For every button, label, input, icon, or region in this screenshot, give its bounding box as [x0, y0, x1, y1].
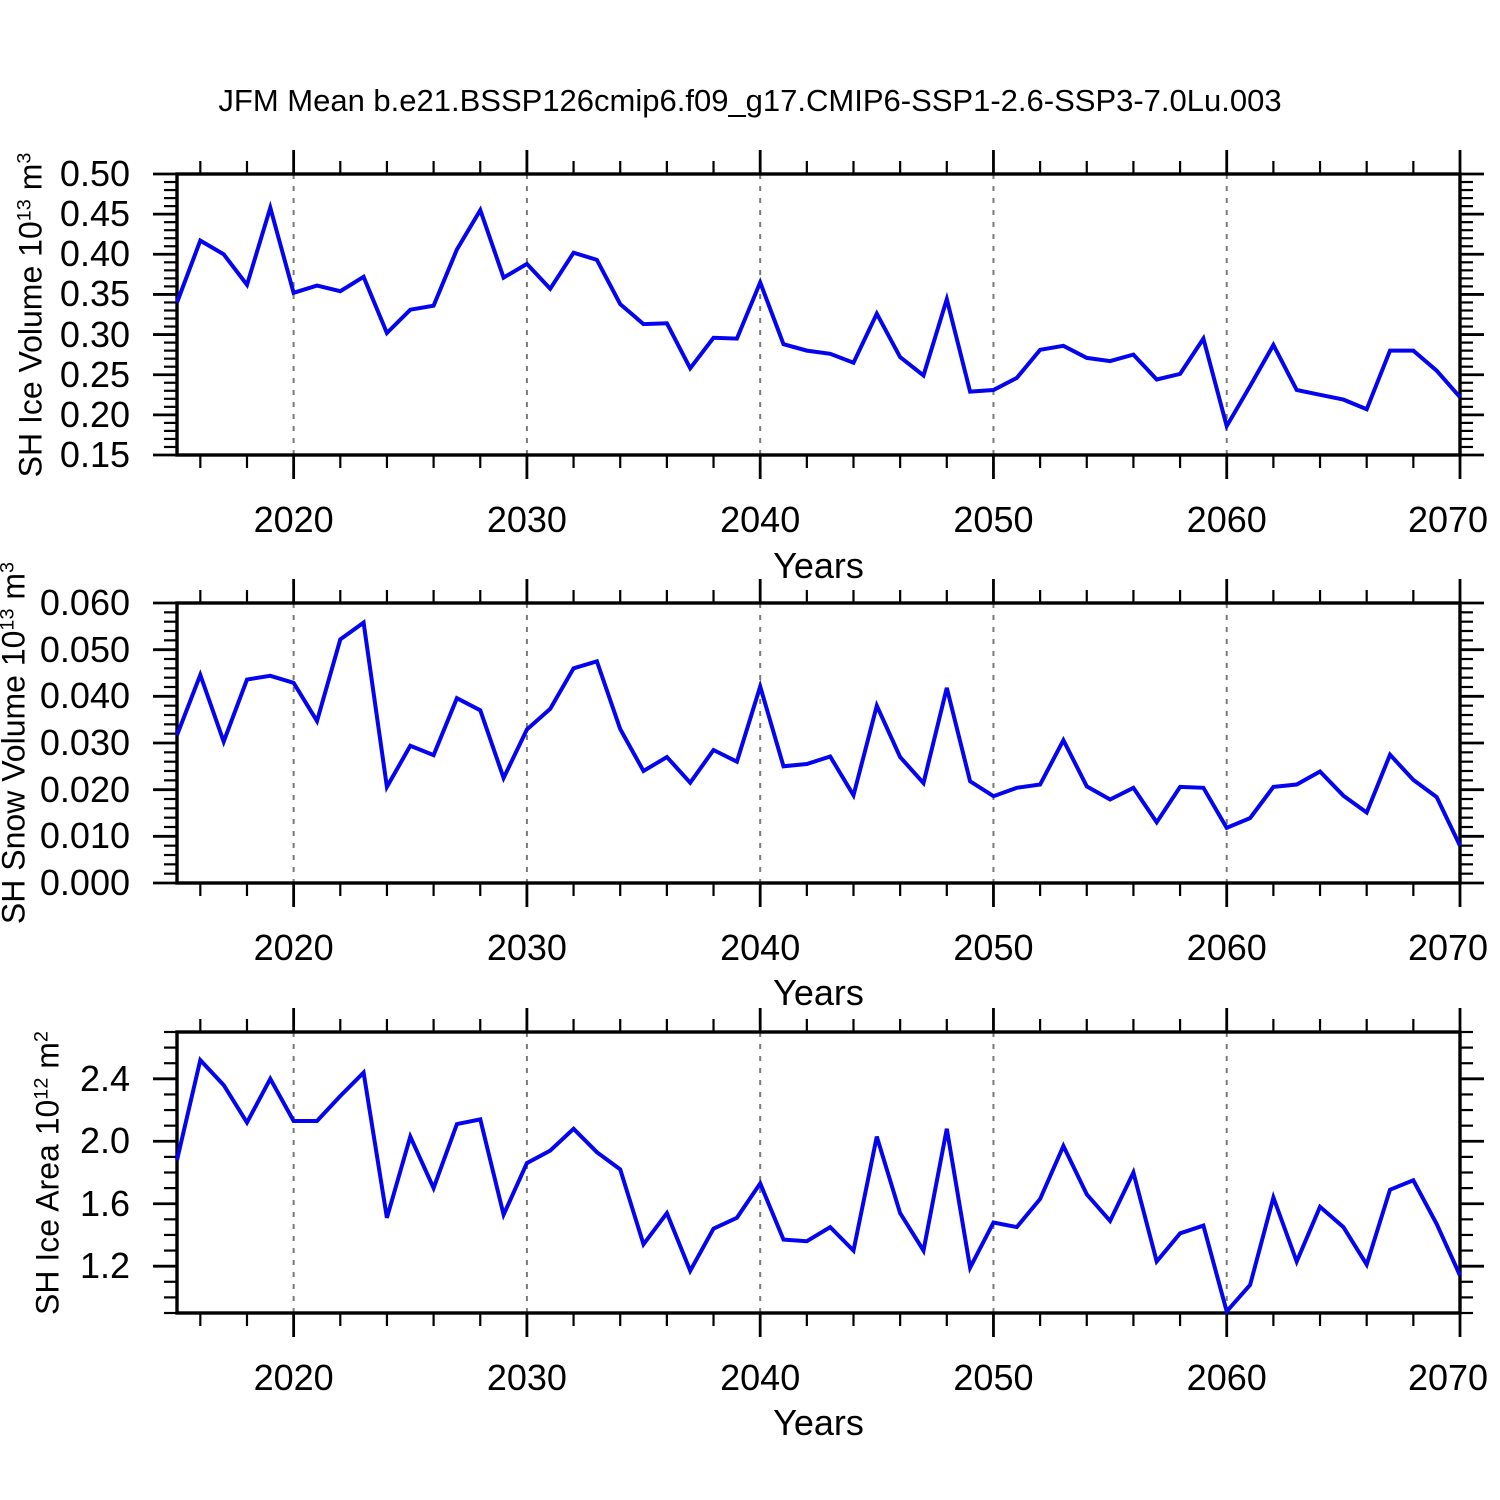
- y-tick-label: 1.6: [79, 1182, 130, 1224]
- x-tick-label: 2040: [720, 927, 801, 968]
- axis-title-text: m: [29, 1041, 66, 1078]
- y-tick-label: 2.4: [79, 1057, 130, 1099]
- x-axis-title: Years: [773, 1402, 864, 1443]
- plot-frame: [175, 601, 1462, 885]
- x-tick-label: 2020: [253, 927, 334, 968]
- x-axis-title: Years: [773, 545, 864, 586]
- x-tick-label: 2050: [953, 499, 1034, 540]
- x-tick-label: 2060: [1186, 927, 1267, 968]
- x-tick-label: 2020: [253, 1357, 334, 1398]
- y-tick-label: 0.000: [39, 862, 130, 903]
- unit-superscript: 3: [0, 562, 19, 573]
- x-tick-label: 2020: [253, 499, 334, 540]
- y-tick-label: 0.060: [39, 582, 130, 623]
- y-tick-label: 0.30: [59, 313, 130, 355]
- x-tick-label: 2030: [486, 1357, 567, 1398]
- data-line-sh-ice-volume: [175, 200, 1462, 432]
- x-tick-label: 2070: [1407, 1357, 1489, 1398]
- plot-frame: [175, 1030, 1462, 1315]
- y-axis-title-sh-ice-volume: SH Ice Volume 1013 m3: [12, 152, 53, 477]
- x-tick-label: 2070: [1407, 927, 1489, 968]
- y-axis-title-sh-ice-area: SH Ice Area 1012 m2: [29, 1030, 70, 1315]
- y-tick-label: 0.15: [59, 434, 130, 475]
- x-tick-label: 2030: [486, 927, 567, 968]
- data-line-sh-snow-volume: [175, 619, 1462, 847]
- y-tick-label: 0.25: [59, 353, 130, 395]
- unit-superscript: 2: [30, 1030, 53, 1042]
- y-tick-label: 0.050: [39, 628, 130, 670]
- x-axis-title: Years: [773, 972, 864, 1013]
- y-tick-label: 0.20: [59, 393, 130, 435]
- x-tick-label: 2030: [486, 499, 567, 540]
- y-tick-label: 0.50: [59, 153, 130, 194]
- axis-title-text: SH Snow Volume 10: [0, 630, 32, 925]
- axis-title-text: m: [0, 573, 32, 609]
- y-tick-label: 0.020: [39, 768, 130, 810]
- x-tick-label: 2050: [953, 1357, 1034, 1398]
- y-tick-label: 2.0: [79, 1120, 130, 1162]
- y-tick-label: 1.2: [79, 1245, 130, 1287]
- y-tick-label: 0.030: [39, 722, 130, 763]
- unit-superscript: 12: [30, 1077, 53, 1100]
- data-line-sh-ice-area: [175, 1056, 1462, 1316]
- y-tick-label: 0.35: [59, 273, 130, 315]
- unit-superscript: 13: [13, 198, 36, 221]
- axis-title-text: m: [12, 163, 49, 199]
- y-tick-label: 0.010: [39, 815, 130, 857]
- unit-superscript: 13: [0, 608, 19, 631]
- unit-superscript: 3: [13, 152, 36, 164]
- x-tick-label: 2040: [720, 1357, 801, 1398]
- y-tick-label: 0.45: [59, 193, 130, 235]
- chart-title: JFM Mean b.e21.BSSP126cmip6.f09_g17.CMIP…: [218, 83, 1282, 118]
- x-tick-label: 2050: [953, 927, 1034, 968]
- x-tick-label: 2060: [1186, 499, 1267, 540]
- y-tick-label: 0.040: [39, 675, 130, 717]
- x-tick-label: 2060: [1186, 1357, 1267, 1398]
- axis-title-text: SH Ice Area 10: [29, 1099, 66, 1315]
- x-tick-label: 2070: [1407, 499, 1489, 540]
- y-tick-label: 0.40: [59, 233, 130, 275]
- x-tick-label: 2040: [720, 499, 801, 540]
- y-axis-title-sh-snow-volume: SH Snow Volume 1013 m3: [0, 562, 36, 924]
- axis-title-text: SH Ice Volume 10: [12, 220, 49, 477]
- plot-frame: [175, 172, 1462, 457]
